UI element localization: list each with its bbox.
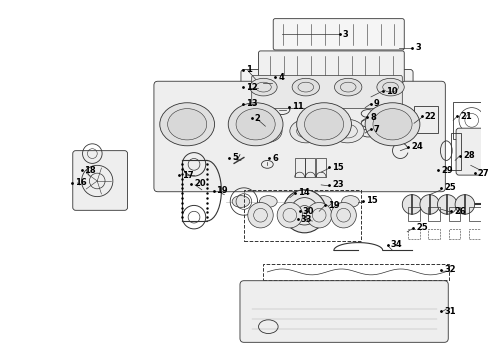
Text: 27: 27 — [478, 168, 489, 177]
Ellipse shape — [402, 195, 422, 214]
Text: 19: 19 — [217, 186, 228, 195]
Text: 5: 5 — [232, 153, 238, 162]
Ellipse shape — [372, 120, 405, 143]
FancyBboxPatch shape — [73, 151, 127, 210]
Text: 28: 28 — [463, 151, 474, 160]
Text: 18: 18 — [84, 166, 96, 175]
Bar — [264, 82, 391, 94]
Ellipse shape — [377, 78, 404, 96]
Text: 15: 15 — [332, 163, 343, 172]
Ellipse shape — [331, 202, 356, 228]
Bar — [295, 158, 304, 177]
Ellipse shape — [373, 109, 412, 140]
FancyBboxPatch shape — [241, 69, 413, 163]
FancyBboxPatch shape — [259, 51, 404, 82]
Text: 22: 22 — [425, 112, 437, 121]
Ellipse shape — [438, 195, 457, 214]
Text: 3: 3 — [343, 30, 348, 39]
Ellipse shape — [160, 103, 215, 146]
Text: 26: 26 — [454, 207, 466, 216]
Ellipse shape — [290, 120, 323, 143]
Text: 11: 11 — [292, 102, 303, 111]
Bar — [267, 84, 388, 92]
Text: 25: 25 — [444, 183, 456, 192]
Text: 16: 16 — [75, 179, 86, 188]
Bar — [408, 207, 420, 221]
Bar — [264, 264, 449, 280]
Ellipse shape — [365, 103, 420, 146]
Ellipse shape — [420, 195, 440, 214]
Bar — [428, 207, 440, 221]
Ellipse shape — [287, 195, 304, 207]
Ellipse shape — [283, 190, 326, 233]
Text: 13: 13 — [246, 99, 257, 108]
Text: 15: 15 — [366, 196, 378, 205]
Text: 12: 12 — [246, 82, 258, 91]
Ellipse shape — [236, 109, 275, 140]
Ellipse shape — [260, 195, 277, 207]
Ellipse shape — [228, 103, 283, 146]
Text: 23: 23 — [332, 180, 343, 189]
Text: 8: 8 — [370, 113, 376, 122]
FancyBboxPatch shape — [252, 75, 402, 109]
Text: 1: 1 — [246, 65, 252, 74]
Ellipse shape — [250, 78, 277, 96]
Text: 34: 34 — [391, 240, 402, 249]
Ellipse shape — [314, 195, 332, 207]
Ellipse shape — [292, 78, 319, 96]
Text: 4: 4 — [278, 73, 284, 82]
Text: 33: 33 — [300, 215, 312, 224]
Ellipse shape — [249, 120, 282, 143]
Text: 17: 17 — [182, 171, 194, 180]
Ellipse shape — [304, 109, 343, 140]
Ellipse shape — [455, 195, 475, 214]
Text: 29: 29 — [441, 166, 453, 175]
Text: 21: 21 — [460, 112, 472, 121]
Bar — [448, 207, 460, 221]
Bar — [244, 190, 361, 240]
FancyBboxPatch shape — [273, 19, 404, 50]
Ellipse shape — [306, 202, 332, 228]
Bar — [453, 102, 490, 139]
Text: 10: 10 — [386, 86, 397, 95]
Bar — [428, 229, 440, 239]
FancyBboxPatch shape — [456, 128, 490, 175]
Bar — [316, 158, 326, 177]
Ellipse shape — [232, 195, 250, 207]
Ellipse shape — [342, 195, 359, 207]
Text: 6: 6 — [272, 154, 278, 163]
Text: 14: 14 — [297, 188, 309, 197]
Text: 31: 31 — [444, 306, 456, 315]
Bar — [305, 158, 315, 177]
Bar — [469, 207, 481, 221]
Text: 3: 3 — [415, 44, 421, 53]
Ellipse shape — [168, 109, 207, 140]
Bar — [448, 229, 460, 239]
Ellipse shape — [335, 78, 362, 96]
Text: 7: 7 — [374, 125, 380, 134]
Text: 19: 19 — [328, 201, 340, 210]
Text: 9: 9 — [374, 99, 380, 108]
Ellipse shape — [277, 202, 302, 228]
Ellipse shape — [331, 120, 364, 143]
Text: 2: 2 — [255, 114, 261, 123]
Bar — [408, 229, 420, 239]
Bar — [414, 106, 439, 133]
Text: 25: 25 — [416, 224, 428, 233]
Ellipse shape — [248, 202, 273, 228]
FancyBboxPatch shape — [154, 81, 445, 192]
Text: 32: 32 — [444, 265, 456, 274]
Text: 30: 30 — [302, 207, 314, 216]
Bar — [451, 133, 461, 170]
Ellipse shape — [296, 103, 351, 146]
Text: 24: 24 — [411, 142, 423, 151]
FancyBboxPatch shape — [240, 281, 448, 342]
Bar — [469, 229, 481, 239]
Text: 20: 20 — [194, 179, 206, 188]
